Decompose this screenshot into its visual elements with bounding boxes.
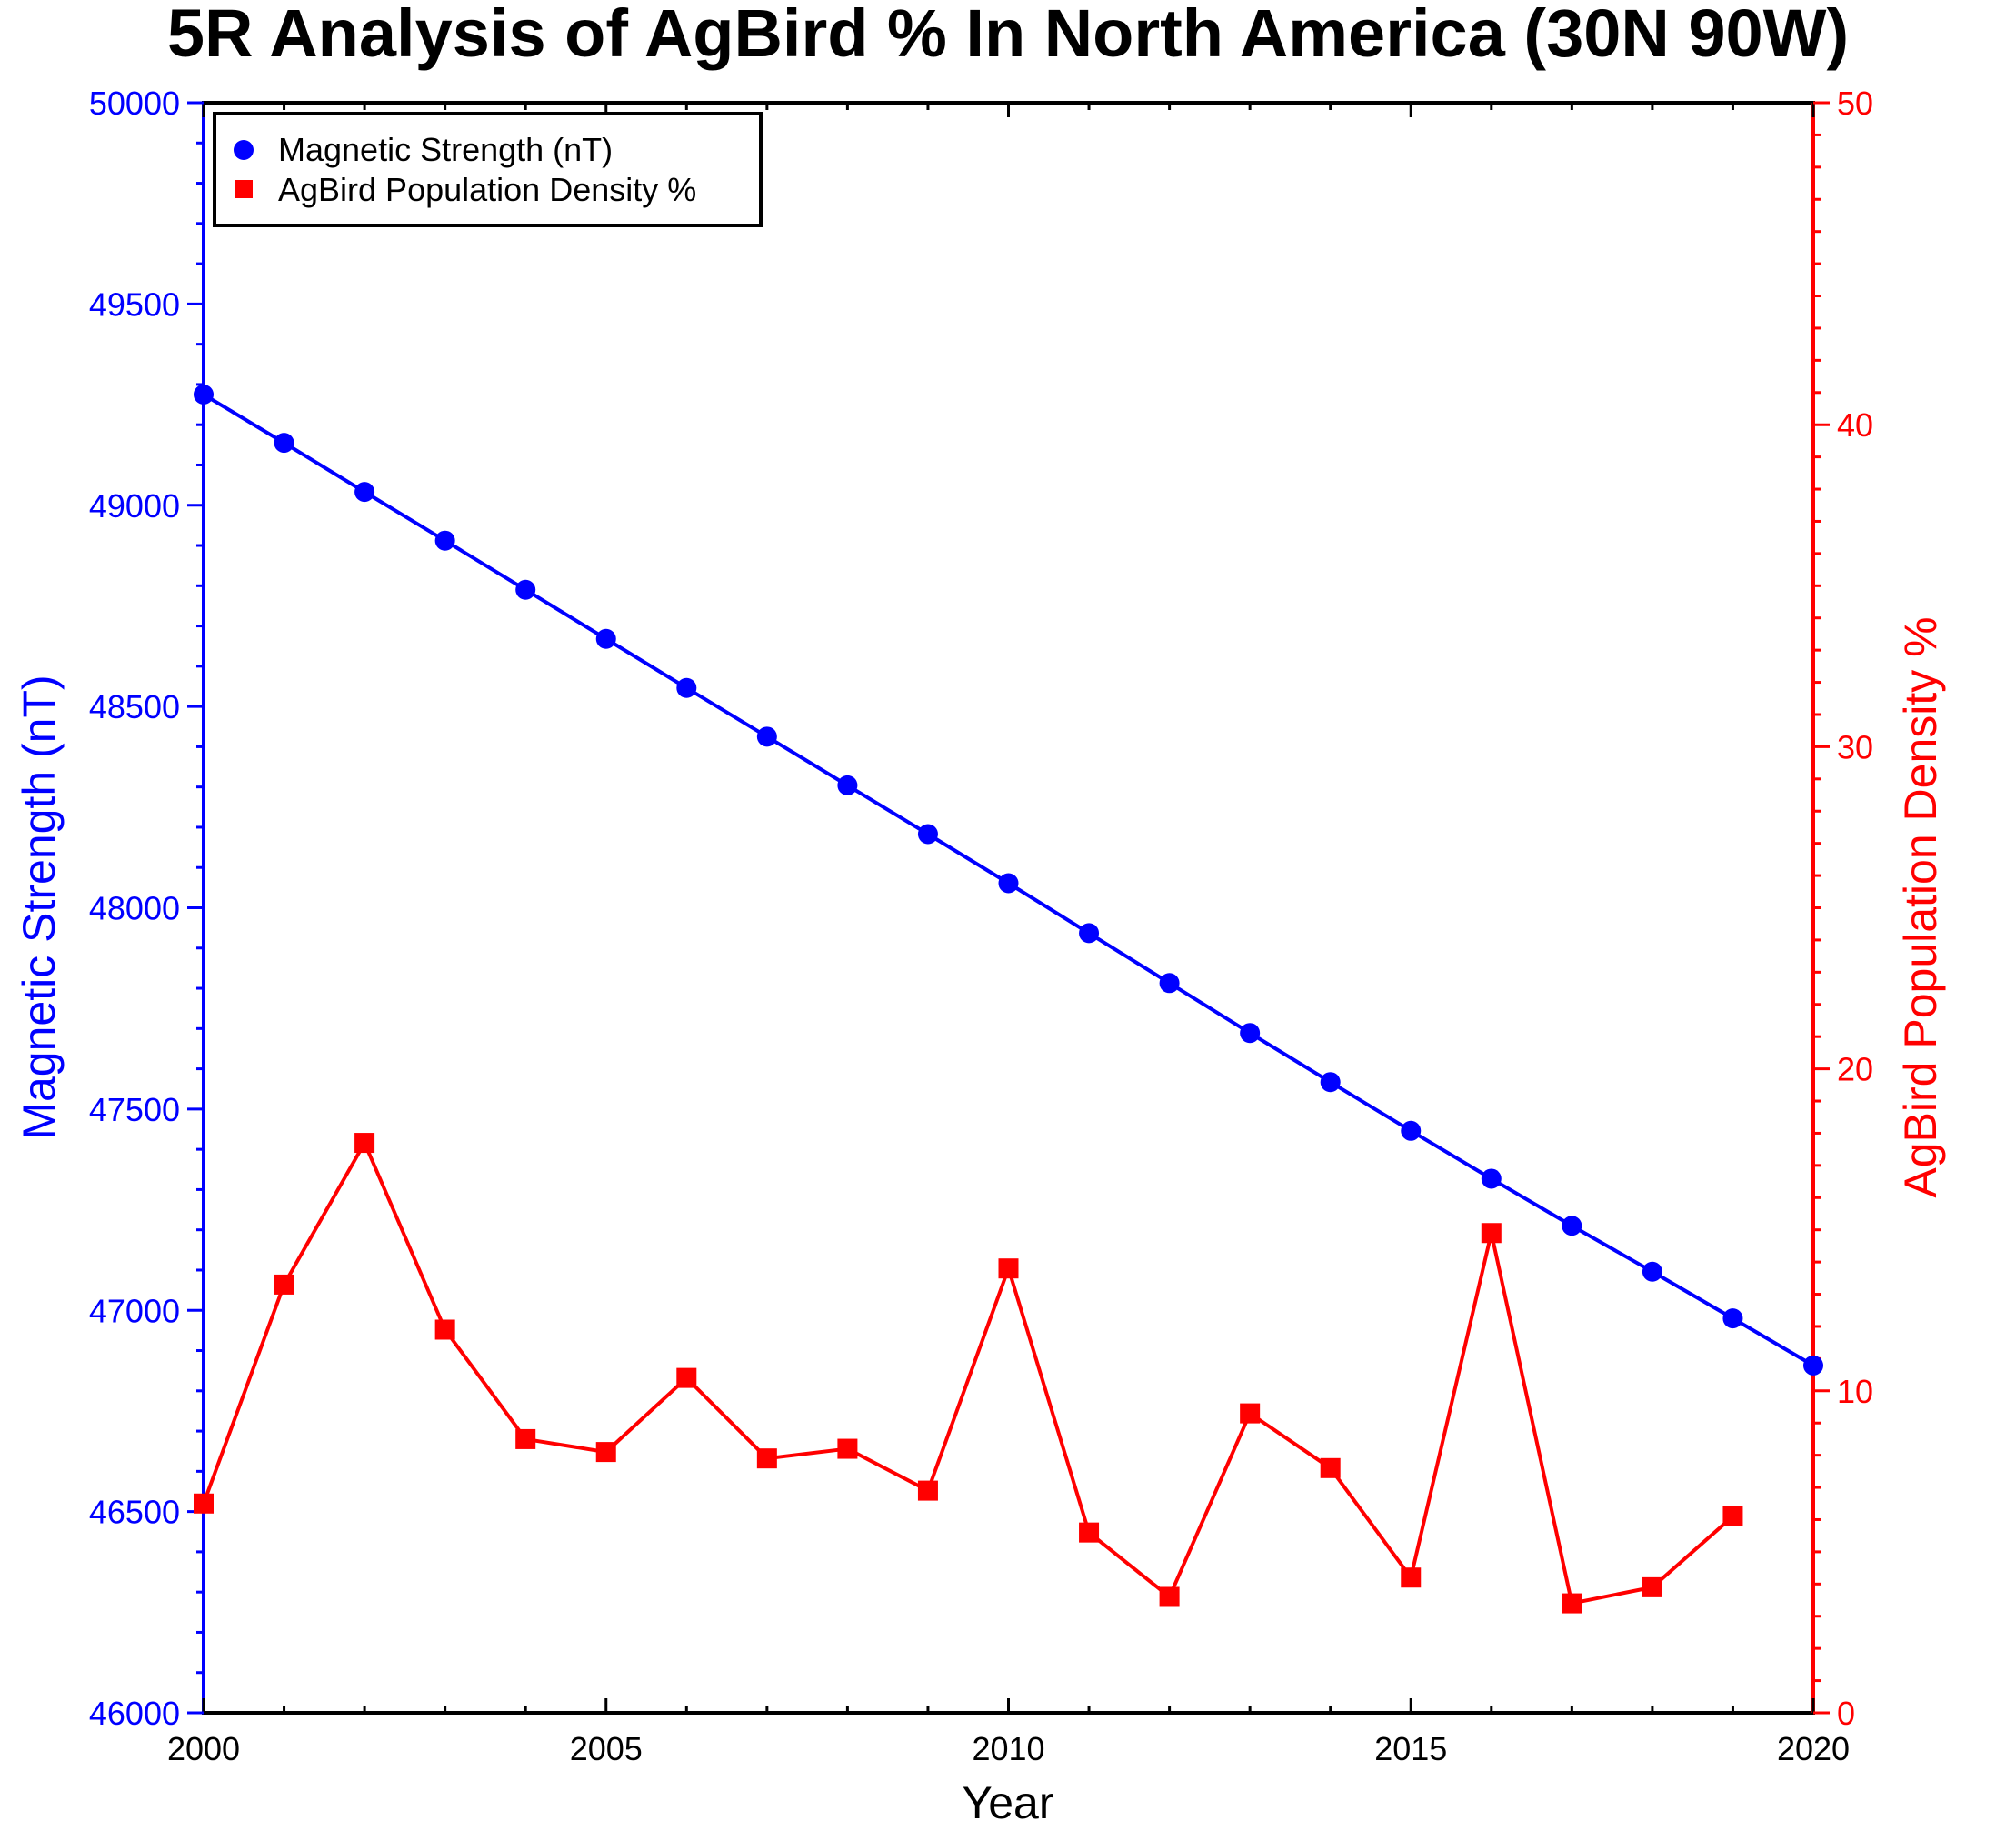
plot-frame <box>202 101 1815 1715</box>
x-axis: 2000 2005 2010 2015 2020 <box>167 103 1850 1767</box>
y-right-tick-label: 40 <box>1837 406 1873 444</box>
magnetic-strength-point <box>274 433 294 454</box>
x-tick-label: 2010 <box>972 1730 1044 1767</box>
magnetic-strength-point <box>756 726 777 747</box>
y-left-tick-label: 50000 <box>89 85 180 122</box>
y-axis-right: 0 10 20 30 40 50 <box>1813 85 1873 1732</box>
magnetic-strength-point <box>1562 1216 1582 1236</box>
agbird-density-point <box>274 1274 294 1295</box>
agbird-density-point <box>194 1493 214 1514</box>
legend-label-agbird: AgBird Population Density % <box>278 171 696 208</box>
y-axis-left-label: Magnetic Strength (nT) <box>14 675 65 1139</box>
y-right-tick-label: 20 <box>1837 1051 1873 1088</box>
magnetic-strength-point <box>515 579 536 600</box>
y-left-tick-label: 48500 <box>89 688 180 725</box>
magnetic-strength-point <box>354 482 375 503</box>
x-tick-label: 2000 <box>167 1730 240 1767</box>
agbird-density-point <box>676 1367 697 1388</box>
chart-title: 5R Analysis of AgBird % In North America… <box>167 0 1849 71</box>
x-tick-label: 2015 <box>1374 1730 1447 1767</box>
magnetic-strength-point <box>1642 1261 1662 1282</box>
y-left-tick-label: 46500 <box>89 1494 180 1531</box>
y-left-tick-label: 49500 <box>89 285 180 323</box>
legend: Magnetic Strength (nT) AgBird Population… <box>213 112 763 227</box>
agbird-density-point <box>1320 1457 1341 1478</box>
magnetic-strength-point <box>998 873 1019 894</box>
magnetic-strength-point <box>1320 1072 1341 1093</box>
y-right-tick-label: 50 <box>1837 85 1873 122</box>
magnetic-strength-point <box>837 775 858 795</box>
x-tick-label: 2005 <box>570 1730 643 1767</box>
series-layer <box>194 384 1823 1614</box>
y-right-tick-label: 10 <box>1837 1373 1873 1410</box>
y-right-tick-label: 30 <box>1837 728 1873 765</box>
y-left-tick-label: 48000 <box>89 890 180 927</box>
magnetic-strength-point <box>194 384 214 405</box>
y-left-tick-label: 47500 <box>89 1091 180 1128</box>
magnetic-strength-point <box>1079 923 1100 944</box>
agbird-density-point <box>595 1442 616 1463</box>
magnetic-strength-point <box>434 530 455 551</box>
magnetic-strength-point <box>917 824 938 845</box>
legend-label-magnetic: Magnetic Strength (nT) <box>278 131 613 168</box>
agbird-density-point <box>1079 1522 1100 1543</box>
agbird-density-point <box>515 1428 536 1449</box>
legend-box <box>213 112 763 227</box>
magnetic-strength-point <box>1159 973 1180 994</box>
agbird-density-line <box>202 1141 1734 1606</box>
agbird-density-point <box>1481 1223 1502 1244</box>
magnetic-strength-point <box>1803 1355 1823 1376</box>
y-left-tick-label: 49000 <box>89 487 180 525</box>
x-tick-label: 2020 <box>1777 1730 1850 1767</box>
agbird-density-point <box>1159 1586 1180 1607</box>
agbird-density-point <box>1722 1506 1743 1526</box>
agbird-density-point <box>837 1438 858 1459</box>
y-axis-left: 46000 46500 47000 47500 48000 48500 49000 49500… <box>89 85 204 1732</box>
y-left-tick-label: 47000 <box>89 1292 180 1329</box>
agbird-density-point <box>917 1480 938 1501</box>
magnetic-strength-point <box>1240 1023 1261 1044</box>
y-axis-right-label: AgBird Population Density % <box>1895 616 1946 1197</box>
agbird-density-point <box>998 1258 1019 1279</box>
agbird-density-point <box>1642 1576 1662 1597</box>
legend-marker-agbird <box>235 180 253 198</box>
agbird-density-point <box>756 1448 777 1469</box>
agbird-density-point <box>354 1133 375 1154</box>
magnetic-strength-point <box>1401 1120 1422 1141</box>
magnetic-strength-point <box>676 677 697 698</box>
magnetic-strength-point <box>1722 1308 1743 1329</box>
agbird-density-point <box>1562 1593 1582 1614</box>
legend-marker-magnetic <box>234 140 254 160</box>
x-axis-label: Year <box>962 1777 1053 1826</box>
y-left-tick-label: 46000 <box>89 1695 180 1732</box>
y-right-tick-label: 0 <box>1837 1695 1855 1732</box>
magnetic-strength-point <box>1481 1168 1502 1189</box>
agbird-density-point <box>434 1319 455 1340</box>
magnetic-strength-point <box>595 628 616 649</box>
agbird-density-point <box>1240 1403 1261 1424</box>
agbird-density-point <box>1401 1567 1422 1588</box>
